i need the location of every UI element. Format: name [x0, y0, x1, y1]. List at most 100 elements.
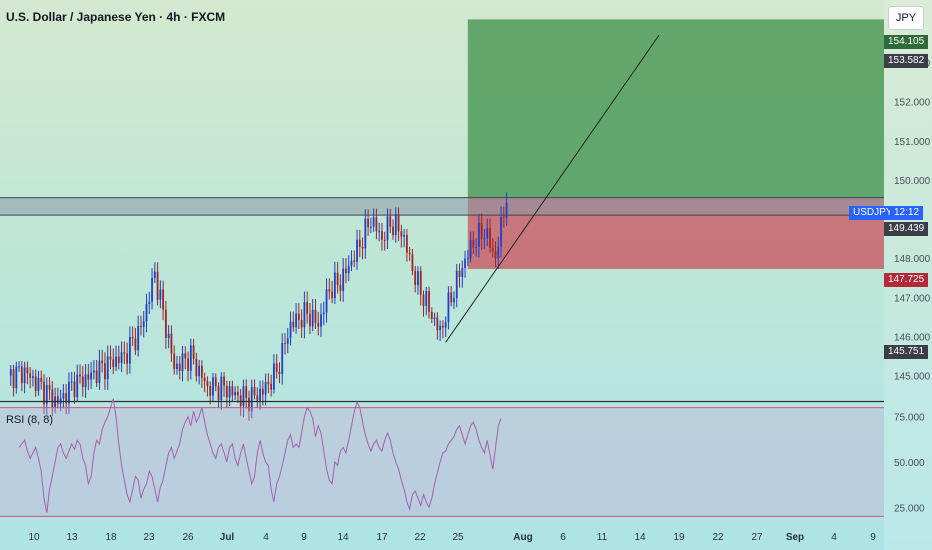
candle-body — [353, 260, 356, 262]
candle-body — [51, 389, 54, 408]
currency-button[interactable]: JPY — [888, 6, 924, 30]
candle-body — [256, 395, 259, 401]
candle-body — [320, 314, 322, 327]
candle-body — [109, 356, 112, 360]
candle-body — [62, 393, 65, 399]
candle-body — [464, 258, 466, 269]
candle-body — [411, 254, 414, 271]
candle-body — [15, 366, 18, 389]
candle-body — [342, 268, 345, 291]
candle-body — [220, 376, 223, 401]
candle-body — [306, 302, 309, 314]
candle-body — [101, 360, 104, 364]
candle-body — [167, 333, 170, 338]
candle-body — [414, 270, 417, 285]
candle-body — [489, 228, 491, 248]
time-tick-label: 23 — [143, 532, 155, 543]
candle-body — [56, 396, 59, 404]
candle-body — [76, 374, 79, 398]
trendline — [445, 34, 660, 343]
candle-body — [356, 239, 358, 262]
candle-body — [408, 252, 411, 255]
candle-body — [336, 272, 339, 286]
candle-body — [292, 321, 295, 328]
candle-body — [253, 387, 256, 396]
candle-body — [364, 218, 367, 249]
candle-body — [45, 385, 48, 404]
candle-body — [397, 214, 400, 232]
candle-body — [104, 363, 106, 380]
candle-body — [231, 386, 234, 396]
candle-body — [486, 228, 489, 239]
time-tick-label: 9 — [870, 532, 876, 543]
time-tick-label: 25 — [452, 532, 464, 543]
candle-body — [339, 285, 342, 291]
candle-body — [151, 277, 153, 302]
candle-body — [73, 381, 76, 398]
price-tick-label: 152.000 — [894, 98, 931, 109]
candle-body — [347, 265, 350, 274]
candle-body — [214, 377, 217, 387]
candle-body — [248, 397, 250, 412]
low-price-tag: 145.751 — [884, 345, 929, 359]
candle-body — [383, 239, 386, 241]
candle-body — [453, 298, 455, 303]
candle-body — [145, 303, 148, 322]
candle-body — [444, 322, 447, 328]
candle-body — [184, 353, 187, 359]
candle-body — [267, 382, 270, 384]
candle-body — [237, 392, 239, 396]
candle-body — [328, 289, 331, 292]
candle-body — [350, 260, 353, 266]
candle-body — [95, 370, 98, 384]
candle-body — [70, 381, 73, 383]
candle-body — [405, 235, 408, 253]
candle-body — [250, 387, 253, 412]
candle-body — [43, 381, 45, 404]
time-tick-label: 27 — [751, 532, 763, 543]
candle-body — [483, 238, 486, 240]
candle-body — [345, 268, 347, 274]
candle-body — [234, 392, 237, 396]
candle-body — [117, 356, 120, 363]
candle-body — [79, 374, 81, 377]
candle-body — [300, 320, 303, 328]
rsi-label: RSI (8, 8) — [6, 414, 54, 426]
rsi-tick-label: 75.000 — [894, 413, 925, 424]
candle-body — [140, 326, 142, 328]
candle-body — [322, 312, 325, 315]
candle-body — [428, 290, 430, 312]
candle-body — [156, 271, 159, 300]
candle-body — [400, 231, 403, 237]
candle-body — [203, 377, 206, 382]
candle-body — [478, 222, 480, 247]
candle-body — [500, 216, 502, 247]
candle-body — [284, 343, 286, 345]
candle-body — [173, 353, 176, 370]
candle-body — [505, 202, 508, 218]
candle-body — [259, 388, 261, 401]
candle-body — [417, 271, 419, 285]
candle-body — [295, 313, 297, 328]
candle-body — [34, 376, 37, 391]
candle-body — [178, 363, 181, 372]
candle-body — [303, 302, 306, 328]
candle-body — [369, 226, 372, 228]
time-tick-label: 11 — [597, 532, 608, 543]
candle-body — [120, 352, 123, 363]
candle-body — [372, 217, 375, 227]
candle-body — [189, 345, 192, 371]
candle-body — [466, 258, 469, 260]
candle-body — [297, 313, 300, 321]
profit-zone — [467, 19, 884, 198]
candle-body — [375, 217, 378, 232]
time-tick-label: 17 — [376, 532, 388, 543]
price-tick-label: 151.000 — [894, 137, 931, 148]
candle-body — [137, 326, 140, 351]
candle-body — [392, 226, 394, 236]
candle-body — [176, 363, 178, 370]
candle-body — [317, 322, 320, 327]
candle-body — [225, 385, 228, 398]
